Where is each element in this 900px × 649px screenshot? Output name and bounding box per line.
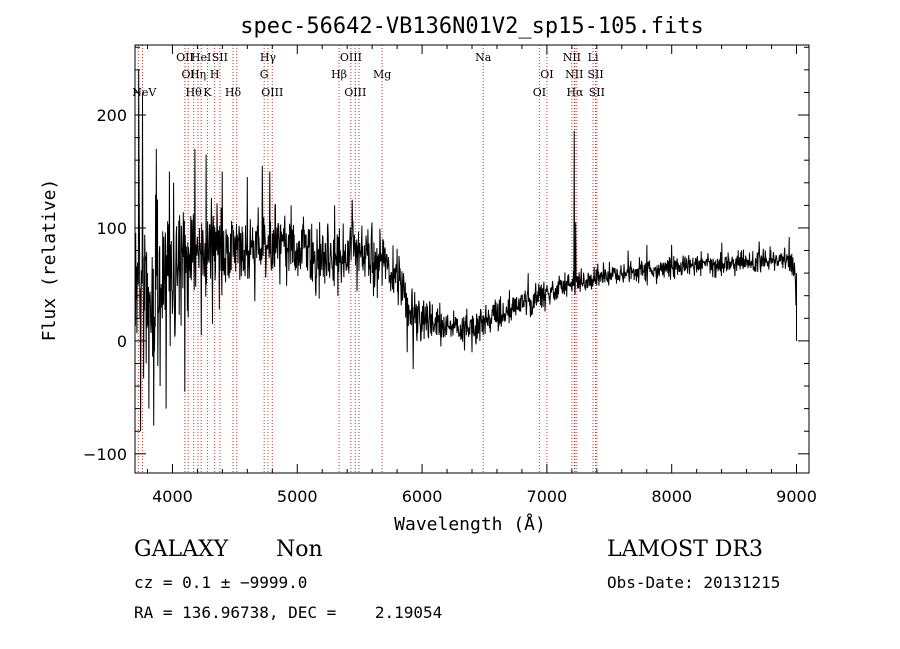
emission-line-label: Li (588, 51, 599, 64)
x-tick-label: 6000 (402, 487, 443, 506)
y-axis-label: Flux (relative) (39, 179, 60, 342)
x-tick-label: 9000 (776, 487, 817, 506)
emission-line-label: Hα (566, 86, 584, 99)
emission-line-label: Hγ (260, 51, 277, 64)
y-axis-ticks: −100 0 100 200 (83, 46, 809, 464)
emission-line-label: OIII (340, 51, 362, 64)
emission-line-label: OI (181, 68, 194, 81)
x-axis-ticks: 4000 5000 6000 7000 8000 9000 (146, 45, 817, 506)
emission-line-label: NII (563, 51, 581, 64)
y-tick-label: 200 (96, 106, 127, 125)
object-subclass: Non (276, 537, 323, 562)
emission-line-label: SII (589, 86, 605, 99)
redshift-cz: cz = 0.1 ± −9999.0 (134, 573, 308, 592)
emission-line-label: Hβ (331, 68, 347, 81)
emission-line-label: OI (540, 68, 553, 81)
object-class: GALAXY (134, 537, 229, 562)
emission-line-label: G (260, 68, 269, 81)
x-tick-label: 4000 (152, 487, 193, 506)
x-axis-label: Wavelength (Å) (394, 513, 546, 535)
spectrum-line (134, 69, 797, 432)
emission-line-label: Na (475, 51, 492, 64)
x-tick-label: 8000 (651, 487, 692, 506)
emission-line-label: OII (176, 51, 194, 64)
y-tick-label: 0 (117, 332, 127, 351)
ra-dec-coordinates: RA = 136.96738, DEC = 2.19054 (134, 603, 443, 622)
emission-line-label: OIII (261, 86, 283, 99)
emission-line-label: OI (533, 86, 546, 99)
emission-line-label: SII (212, 51, 228, 64)
x-tick-label: 7000 (527, 487, 568, 506)
y-tick-label: 100 (96, 219, 127, 238)
chart-title: spec-56642-VB136N01V2_sp15-105.fits (240, 14, 704, 39)
emission-line-label: Hθ (186, 86, 203, 99)
emission-line-label: HeI (191, 51, 211, 64)
emission-line-label: NII (565, 68, 583, 81)
emission-line-label: SII (587, 68, 603, 81)
x-tick-label: 5000 (277, 487, 318, 506)
emission-line-label: Hδ (225, 86, 242, 99)
survey-name: LAMOST DR3 (607, 537, 763, 562)
emission-line-label: Mg (373, 68, 391, 81)
y-tick-label: −100 (83, 445, 127, 464)
observation-date: Obs-Date: 20131215 (607, 573, 781, 592)
emission-line-label: OIII (344, 86, 366, 99)
emission-line-label: H (210, 68, 220, 81)
emission-line-label: Hη (190, 68, 206, 81)
emission-line-labels: NeVOIIOIHθHηHeIKHSIIHδGHγOIIIHβOIIIOIIIM… (132, 51, 605, 99)
emission-line-label: K (203, 86, 212, 99)
